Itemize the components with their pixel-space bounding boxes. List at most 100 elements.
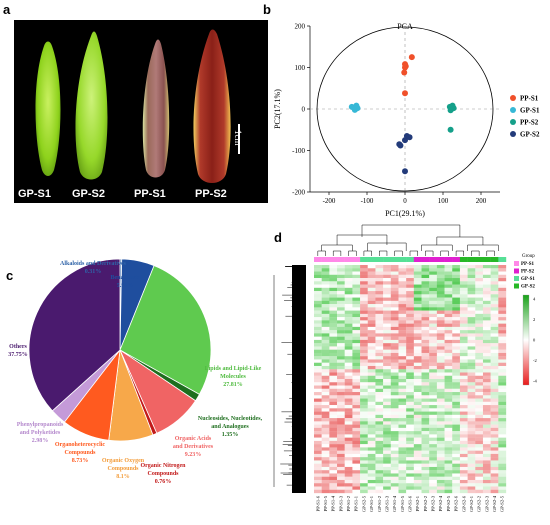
heatmap-cell: [414, 372, 422, 375]
heatmap-cell: [329, 405, 337, 408]
heatmap-cell: [375, 486, 383, 489]
heatmap-cell: [498, 294, 506, 297]
heatmap-cell: [445, 477, 453, 480]
heatmap-cell: [398, 395, 406, 398]
heatmap-cell: [491, 441, 499, 444]
heatmap-cell: [398, 285, 406, 288]
heatmap-cell: [445, 454, 453, 457]
heatmap-cell: [398, 333, 406, 336]
heatmap-cell: [452, 477, 460, 480]
group-bar-cell: [491, 257, 499, 262]
heatmap-cell: [360, 369, 368, 372]
heatmap-cell: [337, 454, 345, 457]
heatmap-cell: [483, 268, 491, 271]
heatmap-cell: [375, 395, 383, 398]
heatmap-cell: [352, 346, 360, 349]
heatmap-cell: [368, 291, 376, 294]
heatmap-cell: [468, 454, 476, 457]
heatmap-cell: [452, 372, 460, 375]
heatmap-cell: [352, 389, 360, 392]
heatmap-cell: [468, 272, 476, 275]
heatmap-cell: [491, 421, 499, 424]
heatmap-cell: [445, 392, 453, 395]
heatmap-cell: [383, 405, 391, 408]
heatmap-column-label: PP-S2-6: [454, 495, 459, 511]
heatmap-cell: [460, 317, 468, 320]
heatmap-cell: [329, 268, 337, 271]
heatmap-cell: [375, 291, 383, 294]
heatmap-cell: [422, 333, 430, 336]
heatmap-cell: [406, 343, 414, 346]
heatmap-cell: [406, 382, 414, 385]
heatmap-cell: [483, 454, 491, 457]
heatmap-cell: [314, 447, 322, 450]
pie-label-organic-oxygen-line2: Compounds: [107, 466, 139, 472]
heatmap-cell: [322, 301, 330, 304]
heatmap-cell: [337, 477, 345, 480]
heatmap-cell: [398, 278, 406, 281]
heatmap-cell: [345, 418, 353, 421]
heatmap-cell: [360, 363, 368, 366]
heatmap-cell: [360, 265, 368, 268]
heatmap-cell: [437, 441, 445, 444]
heatmap-cell: [422, 265, 430, 268]
heatmap-cell: [475, 268, 483, 271]
heatmap-cell: [460, 356, 468, 359]
group-bar-cell: [383, 257, 391, 262]
heatmap-cell: [345, 434, 353, 437]
heatmap-cell: [383, 353, 391, 356]
column-dendrogram: [318, 225, 498, 256]
heatmap-cell: [329, 298, 337, 301]
heatmap-cell: [445, 486, 453, 489]
heatmap-cell: [368, 314, 376, 317]
heatmap-cell: [406, 372, 414, 375]
heatmap-cell: [383, 441, 391, 444]
pie-label-lipids-pct: 27.81%: [223, 382, 243, 388]
heatmap-cell: [475, 350, 483, 353]
heatmap-cell: [468, 366, 476, 369]
heatmap-cell: [383, 304, 391, 307]
heatmap-cell: [445, 307, 453, 310]
heatmap-cell: [468, 317, 476, 320]
heatmap-cell: [345, 480, 353, 483]
heatmap-cell: [475, 386, 483, 389]
heatmap-cell: [398, 470, 406, 473]
heatmap-cell: [360, 399, 368, 402]
heatmap-cell: [498, 408, 506, 411]
heatmap-cell: [452, 327, 460, 330]
heatmap-cell: [345, 301, 353, 304]
heatmap-cell: [391, 311, 399, 314]
heatmap-cell: [468, 415, 476, 418]
heatmap-cell: [345, 281, 353, 284]
heatmap-cell: [437, 366, 445, 369]
heatmap-cell: [429, 359, 437, 362]
heatmap-cell: [422, 369, 430, 372]
heatmap-cell: [445, 480, 453, 483]
heatmap-cell: [445, 311, 453, 314]
heatmap-cell: [383, 307, 391, 310]
heatmap-cell: [391, 480, 399, 483]
heatmap-cell: [391, 418, 399, 421]
heatmap-cell: [406, 268, 414, 271]
heatmap-cell: [437, 320, 445, 323]
pod-illustration: [14, 20, 268, 203]
heatmap-cell: [360, 451, 368, 454]
heatmap-cell: [352, 386, 360, 389]
heatmap-cell: [329, 281, 337, 284]
heatmap-cell: [483, 311, 491, 314]
pca-point-gp-s2: [397, 143, 403, 149]
heatmap-cell: [391, 281, 399, 284]
heatmap-cell: [491, 395, 499, 398]
heatmap-cell: [491, 353, 499, 356]
pie-label-organic-oxygen-pct: 8.1%: [116, 474, 130, 480]
heatmap-cell: [452, 418, 460, 421]
heatmap-cell: [329, 382, 337, 385]
heatmap-cell: [483, 395, 491, 398]
heatmap-cell: [314, 467, 322, 470]
heatmap-cell: [337, 356, 345, 359]
heatmap-column-label: GP-S2-5: [500, 495, 505, 512]
heatmap-cell: [337, 304, 345, 307]
heatmap-cell: [468, 314, 476, 317]
heatmap-cell: [483, 343, 491, 346]
heatmap-cell: [368, 363, 376, 366]
